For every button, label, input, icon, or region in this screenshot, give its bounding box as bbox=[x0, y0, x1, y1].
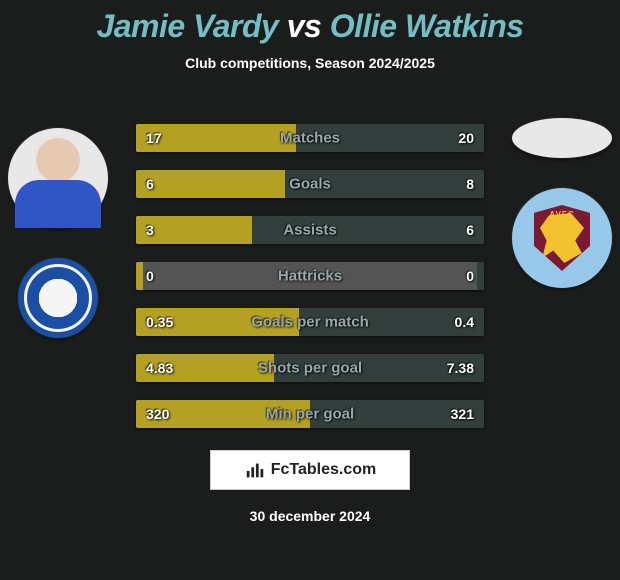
brand-text: FcTables.com bbox=[271, 461, 377, 479]
right-avatar-column: AVFC bbox=[512, 118, 612, 288]
player2-avatar bbox=[512, 118, 612, 158]
stat-value-left: 4.83 bbox=[146, 360, 173, 376]
stat-label: Shots per goal bbox=[258, 360, 362, 377]
stat-row: 17 20 Matches bbox=[136, 124, 484, 152]
stat-value-left: 0.35 bbox=[146, 314, 173, 330]
stat-fill-left bbox=[136, 170, 285, 198]
player1-club-crest bbox=[18, 258, 98, 338]
stat-value-left: 17 bbox=[146, 130, 162, 146]
stat-row: 4.83 7.38 Shots per goal bbox=[136, 354, 484, 382]
player2-club-crest: AVFC bbox=[512, 188, 612, 288]
avatar-head-icon bbox=[36, 138, 80, 182]
stat-label: Matches bbox=[280, 130, 340, 147]
stat-label: Hattricks bbox=[278, 268, 342, 285]
stat-value-left: 3 bbox=[146, 222, 154, 238]
stat-value-right: 20 bbox=[458, 130, 474, 146]
stat-value-left: 6 bbox=[146, 176, 154, 192]
stat-label: Goals bbox=[289, 176, 331, 193]
crest-shield-icon: AVFC bbox=[534, 205, 590, 271]
stat-value-right: 7.38 bbox=[447, 360, 474, 376]
player1-avatar bbox=[8, 128, 108, 228]
stat-label: Assists bbox=[283, 222, 336, 239]
stat-value-right: 8 bbox=[466, 176, 474, 192]
stat-row: 0.35 0.4 Goals per match bbox=[136, 308, 484, 336]
stat-value-left: 320 bbox=[146, 406, 169, 422]
stat-row: 6 8 Goals bbox=[136, 170, 484, 198]
title-player2: Ollie Watkins bbox=[330, 8, 524, 44]
comparison-title: Jamie Vardy vs Ollie Watkins bbox=[0, 0, 620, 45]
stat-value-right: 0.4 bbox=[455, 314, 474, 330]
crest-lion-icon bbox=[540, 213, 584, 263]
brand-chart-icon bbox=[244, 459, 266, 481]
stat-fill-right bbox=[477, 262, 484, 290]
stat-row: 0 0 Hattricks bbox=[136, 262, 484, 290]
left-avatar-column bbox=[8, 128, 108, 338]
title-player1: Jamie Vardy bbox=[96, 8, 278, 44]
title-vs: vs bbox=[287, 8, 322, 44]
stat-value-right: 321 bbox=[451, 406, 474, 422]
stat-label: Min per goal bbox=[266, 406, 354, 423]
stat-row: 320 321 Min per goal bbox=[136, 400, 484, 428]
stat-row: 3 6 Assists bbox=[136, 216, 484, 244]
stat-bars: 17 20 Matches 6 8 Goals 3 6 Assists 0 0 Hattricks 0.… bbox=[136, 124, 484, 428]
subtitle: Club competitions, Season 2024/2025 bbox=[0, 55, 620, 71]
brand-box: FcTables.com bbox=[210, 450, 410, 490]
stat-value-right: 6 bbox=[466, 222, 474, 238]
avatar-torso-icon bbox=[15, 180, 101, 228]
stat-fill-left bbox=[136, 262, 143, 290]
stat-value-left: 0 bbox=[146, 268, 154, 284]
comparison-date: 30 december 2024 bbox=[250, 508, 371, 524]
stat-value-right: 0 bbox=[466, 268, 474, 284]
stat-label: Goals per match bbox=[251, 314, 369, 331]
